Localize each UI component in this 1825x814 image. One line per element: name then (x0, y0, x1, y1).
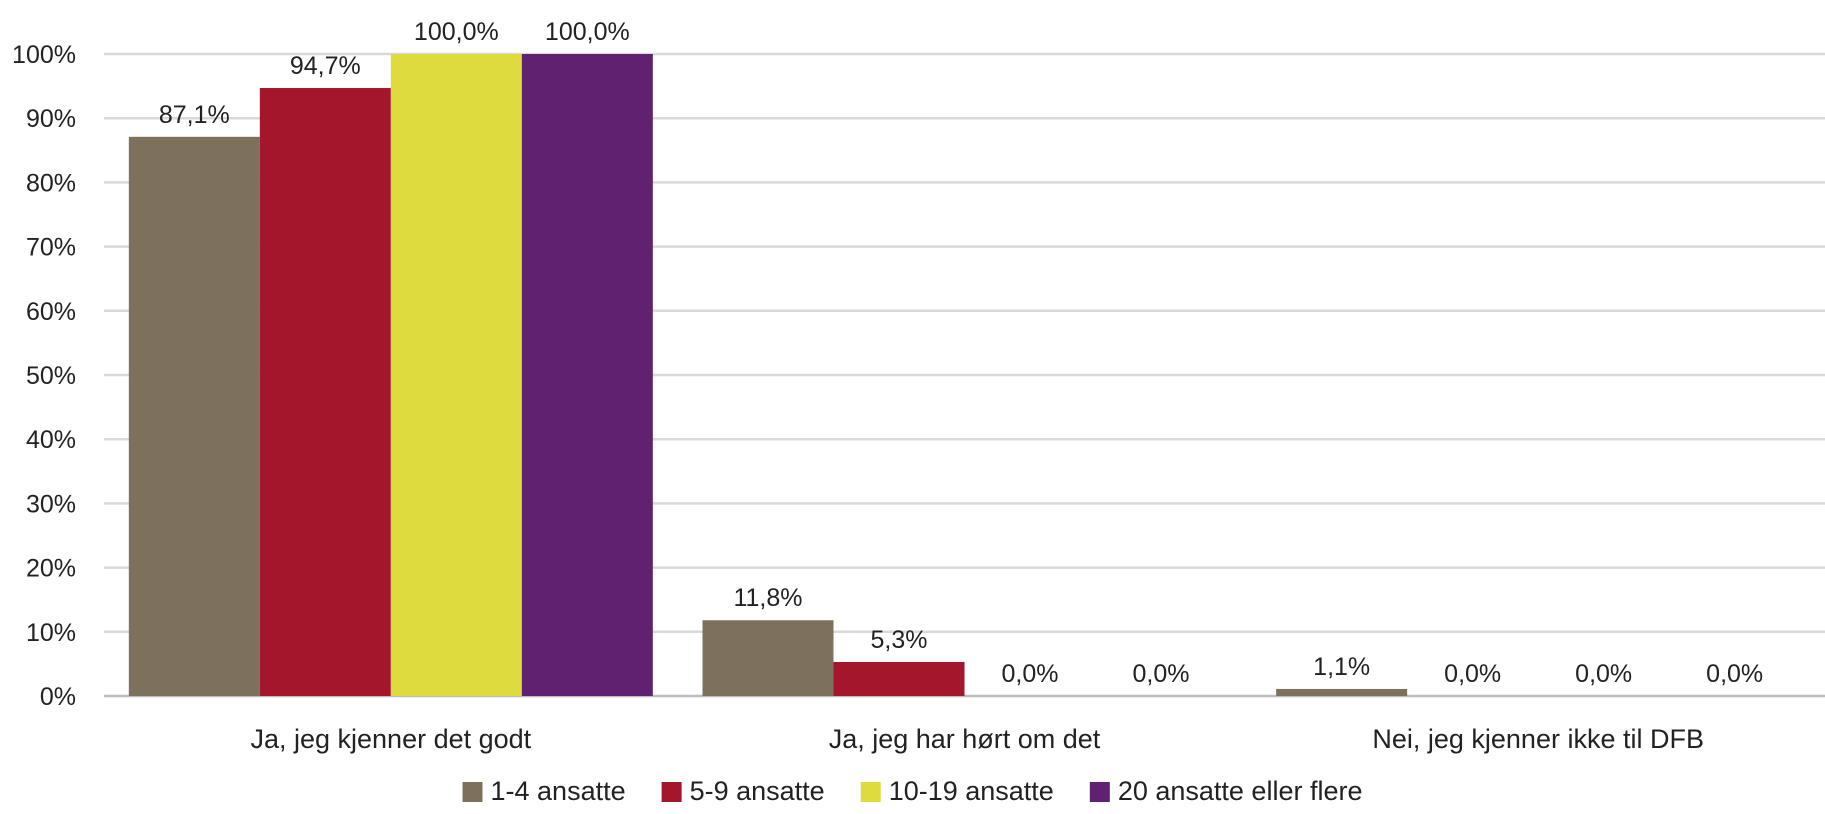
data-label: 100,0% (414, 18, 499, 46)
legend-label: 5-9 ansatte (690, 776, 825, 806)
data-label: 11,8% (733, 584, 802, 612)
y-tick-label: 80% (26, 169, 76, 197)
x-axis: Ja, jeg kjenner det godt Ja, jeg har hørt… (250, 724, 1703, 754)
legend-swatch (1089, 782, 1110, 802)
data-label: 5,3% (871, 626, 928, 654)
data-label: 94,7% (290, 52, 361, 80)
legend-label: 10-19 ansatte (889, 776, 1054, 806)
legend-swatch (860, 782, 881, 802)
data-label: 87,1% (159, 101, 230, 129)
y-tick-label: 10% (26, 619, 76, 647)
x-category-label: Ja, jeg kjenner det godt (250, 724, 531, 754)
legend-label: 1-4 ansatte (491, 776, 626, 806)
bar (390, 54, 522, 696)
y-tick-label: 30% (26, 490, 76, 518)
data-label: 0,0% (1133, 660, 1190, 688)
x-category-label: Nei, jeg kjenner ikke til DFB (1372, 724, 1704, 754)
y-tick-label: 90% (26, 105, 76, 133)
data-label: 0,0% (1575, 660, 1632, 688)
bar (833, 661, 965, 696)
y-tick-label: 70% (26, 234, 76, 262)
data-label: 100,0% (545, 18, 630, 46)
data-label: 0,0% (1706, 660, 1763, 688)
bar (259, 88, 391, 696)
bar (1276, 688, 1408, 696)
y-tick-label: 0% (40, 683, 76, 711)
legend-swatch (462, 782, 483, 802)
y-tick-label: 40% (26, 426, 76, 454)
data-label: 0,0% (1002, 660, 1059, 688)
bars (128, 54, 1408, 696)
data-labels: 87,1% 94,7% 100,0% 100,0% 11,8% 5,3% 0,0% 0,0% 1… (159, 18, 1763, 688)
data-label: 1,1% (1313, 653, 1370, 681)
y-tick-label: 20% (26, 555, 76, 583)
x-category-label: Ja, jeg har hørt om det (829, 724, 1101, 754)
legend-label: 20 ansatte eller flere (1118, 776, 1363, 806)
y-axis: 0% 10% 20% 30% 40% 50% 60% 70% 80% 90% 100% (12, 41, 76, 711)
y-tick-label: 60% (26, 298, 76, 326)
legend: 1-4 ansatte 5-9 ansatte 10-19 ansatte 20 an… (462, 776, 1363, 806)
y-tick-label: 100% (12, 41, 76, 69)
data-label: 0,0% (1444, 660, 1501, 688)
bar (702, 620, 834, 696)
legend-swatch (661, 782, 682, 802)
bar (128, 136, 260, 696)
y-tick-label: 50% (26, 362, 76, 390)
bar (521, 54, 653, 696)
